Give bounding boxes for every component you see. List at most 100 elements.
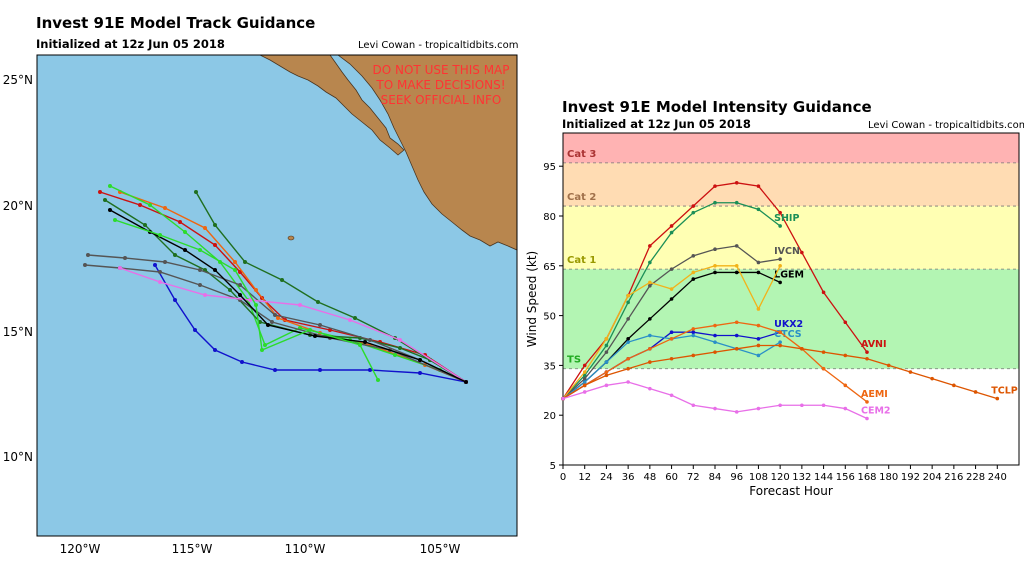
y-tick-label: 50 (543, 312, 556, 323)
chart-title: Invest 91E Model Intensity Guidance (562, 98, 872, 116)
data-point (778, 264, 782, 268)
data-point (713, 333, 717, 338)
track-point (103, 198, 107, 202)
track-point (108, 208, 112, 212)
track-point (198, 268, 202, 272)
track-point (193, 328, 197, 332)
track-point (418, 371, 422, 375)
series-label: AVNI (861, 339, 887, 350)
track-point (123, 256, 127, 260)
data-point (734, 410, 739, 414)
data-point (691, 330, 696, 335)
data-point (756, 207, 761, 212)
data-point (756, 353, 761, 358)
track-point (183, 230, 187, 234)
track-point (158, 270, 162, 274)
lat-label: 10°N (3, 450, 33, 464)
data-point (778, 340, 782, 344)
data-point (713, 340, 717, 344)
x-tick-label: 192 (901, 472, 920, 483)
data-point (691, 403, 696, 408)
data-point (669, 337, 674, 341)
lon-label: 110°W (285, 542, 326, 556)
data-point (604, 383, 609, 388)
data-point (561, 396, 565, 401)
y-tick-label: 20 (543, 411, 556, 422)
track-point (243, 260, 247, 264)
track-point (263, 343, 267, 347)
data-point (604, 360, 609, 364)
data-point (821, 290, 826, 295)
x-tick-label: 96 (730, 472, 743, 483)
data-point (713, 184, 717, 188)
x-tick-label: 132 (792, 472, 811, 483)
data-point (648, 280, 652, 285)
chart-subtitle: Initialized at 12z Jun 05 2018 (562, 117, 751, 131)
data-point (713, 350, 717, 354)
data-point (604, 350, 609, 354)
track-point (266, 323, 270, 327)
land-baja (37, 55, 405, 156)
track-point (348, 318, 352, 322)
track-point (368, 368, 372, 372)
track-point (376, 378, 380, 382)
data-point (691, 204, 696, 208)
data-point (669, 330, 674, 335)
x-tick-label: 144 (814, 472, 833, 483)
y-tick-label: 95 (543, 162, 556, 173)
data-point (691, 270, 696, 275)
track-point (118, 266, 122, 270)
series-cem2: CEM2 (561, 380, 891, 421)
y-tick-label: 5 (550, 461, 556, 472)
intensity-guidance-panel: Invest 91E Model Intensity Guidance Init… (522, 0, 1024, 578)
data-point (995, 396, 1000, 401)
data-point (756, 260, 761, 265)
track-point (316, 300, 320, 304)
x-tick-label: 24 (600, 472, 613, 483)
track-point (238, 293, 242, 297)
track-point (358, 343, 362, 347)
plot-frame (562, 132, 1020, 466)
intensity-band (563, 133, 1019, 163)
data-point (648, 360, 652, 364)
y-axis-label: Wind Speed (kt) (525, 251, 539, 347)
data-point (582, 383, 587, 388)
intensity-chart: TS Cat 1 Cat 2 Cat 3 5 20 35 50 65 80 95 0 12 24 36 48 6… (525, 132, 1020, 498)
track-line (119, 191, 467, 383)
data-point (713, 264, 717, 268)
band-label: TS (567, 355, 581, 366)
band-label: Cat 3 (567, 149, 596, 160)
data-point (756, 307, 761, 311)
data-point (626, 293, 630, 298)
data-point (626, 356, 630, 361)
track-point (143, 223, 147, 227)
x-tick-label: 228 (966, 472, 985, 483)
map-frame (36, 54, 518, 537)
x-tick-label: 204 (923, 472, 942, 483)
track-point (273, 313, 277, 317)
land-mainland (337, 55, 517, 251)
track-point (240, 360, 244, 364)
data-point (865, 416, 869, 421)
data-point (778, 210, 782, 215)
data-point (800, 403, 804, 408)
track-point (198, 283, 202, 287)
data-point (626, 380, 630, 384)
data-point (821, 350, 826, 354)
data-point (604, 373, 609, 378)
series-label: LGEM (774, 269, 804, 280)
data-point (582, 363, 587, 368)
data-point (626, 340, 630, 344)
track-point (163, 206, 167, 210)
data-point (582, 376, 587, 381)
map-warning: DO NOT USE THIS MAP TO MAKE DECISIONS! S… (373, 63, 510, 107)
track-point (280, 278, 284, 282)
track-point (418, 358, 422, 362)
data-point (713, 406, 717, 411)
x-tick-label: 216 (944, 472, 963, 483)
track-line (87, 254, 467, 383)
track-point (308, 328, 312, 332)
x-axis-label: Forecast Hour (749, 484, 833, 498)
x-tick-label: 84 (709, 472, 722, 483)
track-point (213, 268, 217, 272)
